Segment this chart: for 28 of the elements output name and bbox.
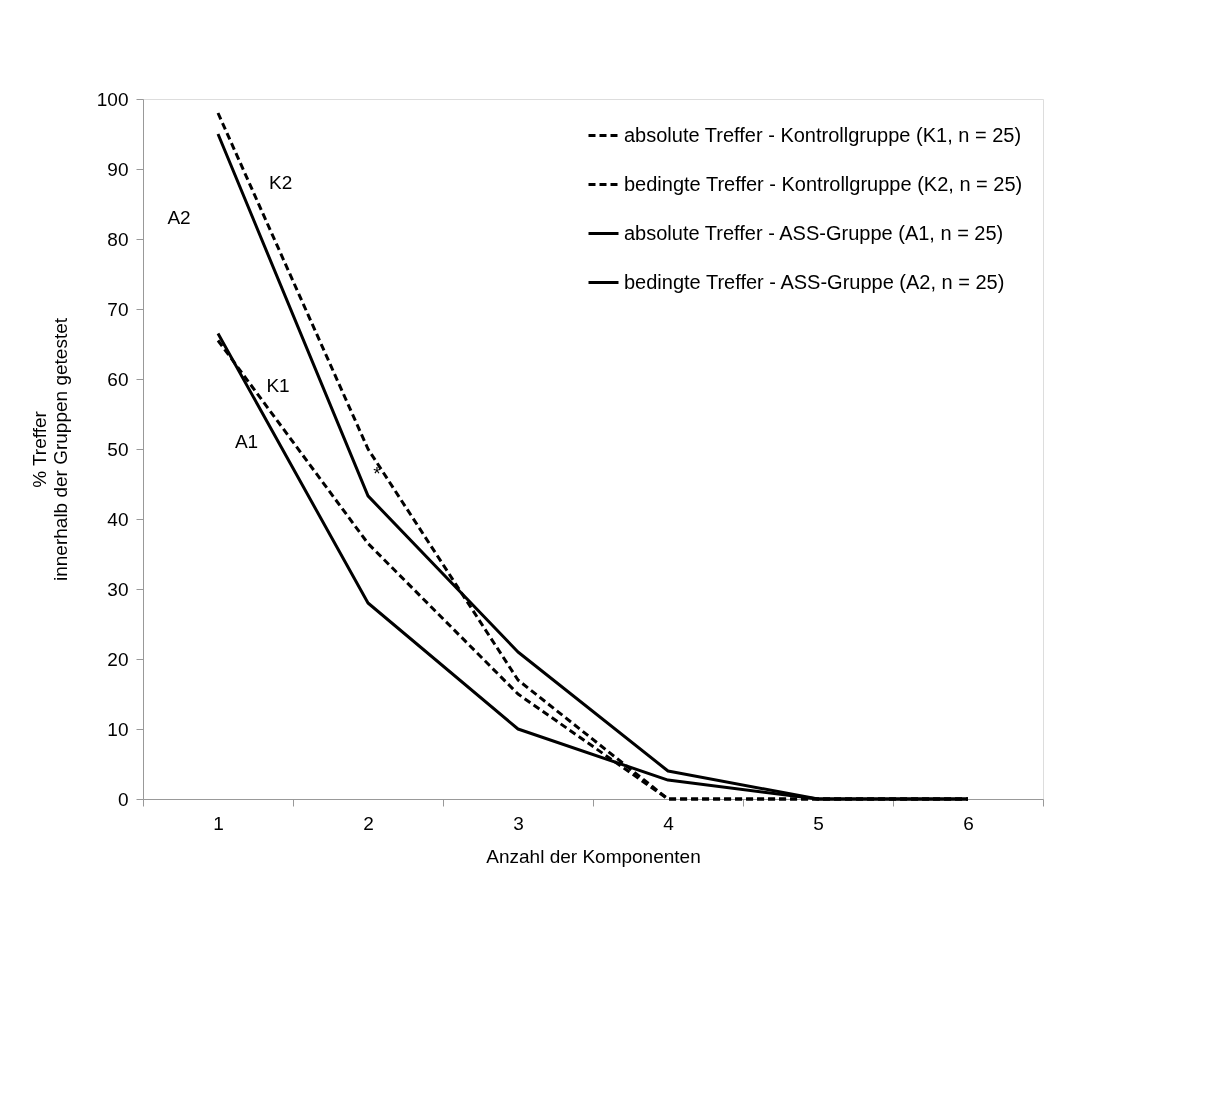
x-tick-label: 5 [813, 812, 824, 834]
x-tick-label: 1 [213, 812, 224, 834]
annotation: K2 [269, 172, 293, 193]
annotation: A1 [234, 431, 259, 452]
y-tick-label: 20 [107, 648, 129, 670]
x-tick-label: 3 [513, 812, 524, 834]
x-tick-label: 6 [963, 812, 974, 834]
legend-label: bedingte Treffer - ASS-Gruppe (A2, n = 25) [624, 270, 1005, 293]
y-tick-label: 30 [107, 578, 129, 600]
legend-label: absolute Treffer - Kontrollgruppe (K1, n = 25) [624, 123, 1022, 146]
y-tick-label: 10 [107, 718, 129, 740]
y-tick-label: 50 [107, 438, 129, 460]
annotation: K1 [266, 375, 290, 396]
y-tick-label: 100 [96, 88, 129, 110]
y-tick-label: 60 [107, 368, 129, 390]
y-tick-label: 80 [107, 228, 129, 250]
annotation: A2 [167, 207, 191, 228]
x-axis-title: Anzahl der Komponenten [486, 845, 701, 867]
legend-label: bedingte Treffer - Kontrollgruppe (K2, n = 25) [624, 172, 1023, 195]
x-tick-label: 2 [363, 812, 374, 834]
y-tick-label: 40 [107, 508, 129, 530]
legend-label: absolute Treffer - ASS-Gruppe (A1, n = 25) [624, 221, 1004, 244]
annotation: * [373, 462, 382, 484]
y-tick-label: 0 [117, 788, 129, 810]
x-tick-label: 4 [663, 812, 675, 834]
y-axis-title: % Treffer innerhalb der Gruppen getestet [28, 317, 71, 582]
y-tick-label: 70 [107, 298, 129, 320]
y-tick-label: 90 [107, 158, 129, 180]
